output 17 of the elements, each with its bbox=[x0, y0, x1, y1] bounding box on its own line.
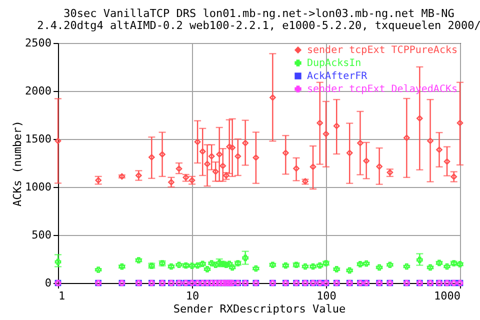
x-tick-label: 1 bbox=[58, 290, 66, 302]
y-tick-label: 2000 bbox=[25, 84, 52, 98]
x-tick-label: 10 bbox=[186, 290, 200, 302]
y-tick-label: 1000 bbox=[25, 180, 52, 194]
y-tick-label: 2500 bbox=[25, 36, 52, 50]
y-tick-label: 500 bbox=[32, 228, 52, 242]
x-tick-label: 100 bbox=[316, 290, 336, 302]
y-axis-title: ACKs (number) bbox=[11, 120, 24, 207]
legend-label: DupAcksIn bbox=[307, 58, 362, 69]
legend-label: AckAfterFR bbox=[307, 71, 368, 82]
x-tick-label: 1000 bbox=[434, 290, 460, 302]
chart-subtitle: 2.4.20dtg4 altAIMD-0.2 web100-2.2.1, e1000-5.2.20, txqueuelen 2000/ bbox=[37, 19, 480, 32]
y-tick-label: 0 bbox=[44, 276, 52, 290]
legend-label: sender tcpExt TCPPureAcks bbox=[307, 45, 458, 56]
chart-title: 30sec VanillaTCP DRS lon01.mb-ng.net->lon03.mb-ng.net MB-NG bbox=[64, 7, 454, 20]
y-tick-label: 1500 bbox=[25, 132, 52, 146]
x-axis-title: Sender RXDescriptors Value bbox=[173, 302, 346, 316]
